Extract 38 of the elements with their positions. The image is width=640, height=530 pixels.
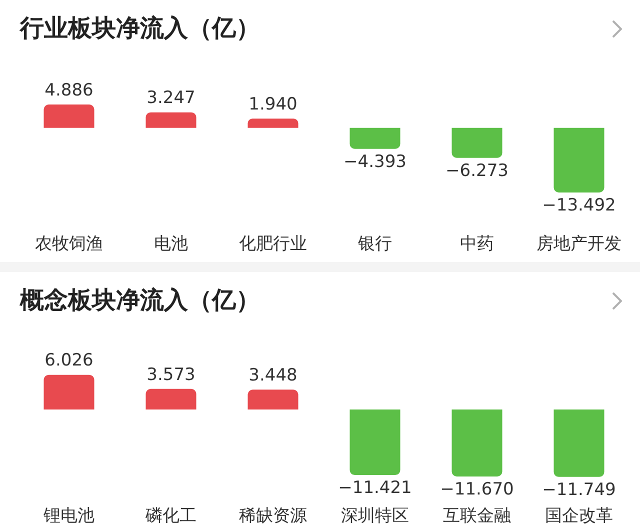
bar — [44, 104, 94, 128]
data-label: 3.573 — [146, 364, 196, 385]
x-tick-label: 农牧饲渔 — [35, 234, 103, 254]
data-label: 3.448 — [248, 366, 298, 386]
data-label: −11.749 — [542, 480, 616, 500]
bar — [554, 409, 604, 477]
chart-title: 概念板块净流入（亿） — [20, 285, 260, 316]
bar — [44, 374, 94, 410]
bar — [350, 409, 400, 476]
bar — [452, 409, 502, 476]
x-tick-label: 锂电池 — [42, 506, 94, 526]
x-tick-label: 电池 — [154, 234, 188, 254]
data-label: −6.273 — [446, 160, 508, 181]
data-label: 1.940 — [248, 94, 298, 114]
x-tick-label: 深圳特区 — [341, 506, 409, 526]
bar — [146, 112, 196, 128]
bar — [350, 128, 400, 149]
chart-title: 行业板块净流入（亿） — [20, 13, 260, 44]
x-tick-label: 房地产开发 — [536, 234, 622, 254]
data-label: −11.421 — [338, 478, 412, 498]
x-tick-label: 化肥行业 — [239, 234, 307, 254]
bar — [248, 390, 298, 410]
bar — [248, 118, 298, 128]
data-label: 4.886 — [44, 80, 94, 100]
x-tick-label: 银行 — [357, 234, 392, 254]
x-tick-label: 磷化工 — [144, 506, 196, 526]
x-tick-label: 稀缺资源 — [239, 506, 307, 526]
bar — [146, 388, 196, 410]
bar — [452, 128, 502, 158]
x-tick-label: 中药 — [460, 234, 494, 254]
data-label: 6.026 — [44, 350, 94, 371]
x-tick-label: 互联金融 — [443, 506, 511, 526]
data-label: −4.393 — [344, 152, 406, 172]
x-tick-label: 国企改革 — [545, 506, 613, 526]
bar — [554, 128, 604, 192]
data-label: −11.670 — [440, 479, 514, 500]
data-label: 3.247 — [146, 88, 196, 108]
data-label: −13.492 — [542, 195, 616, 216]
